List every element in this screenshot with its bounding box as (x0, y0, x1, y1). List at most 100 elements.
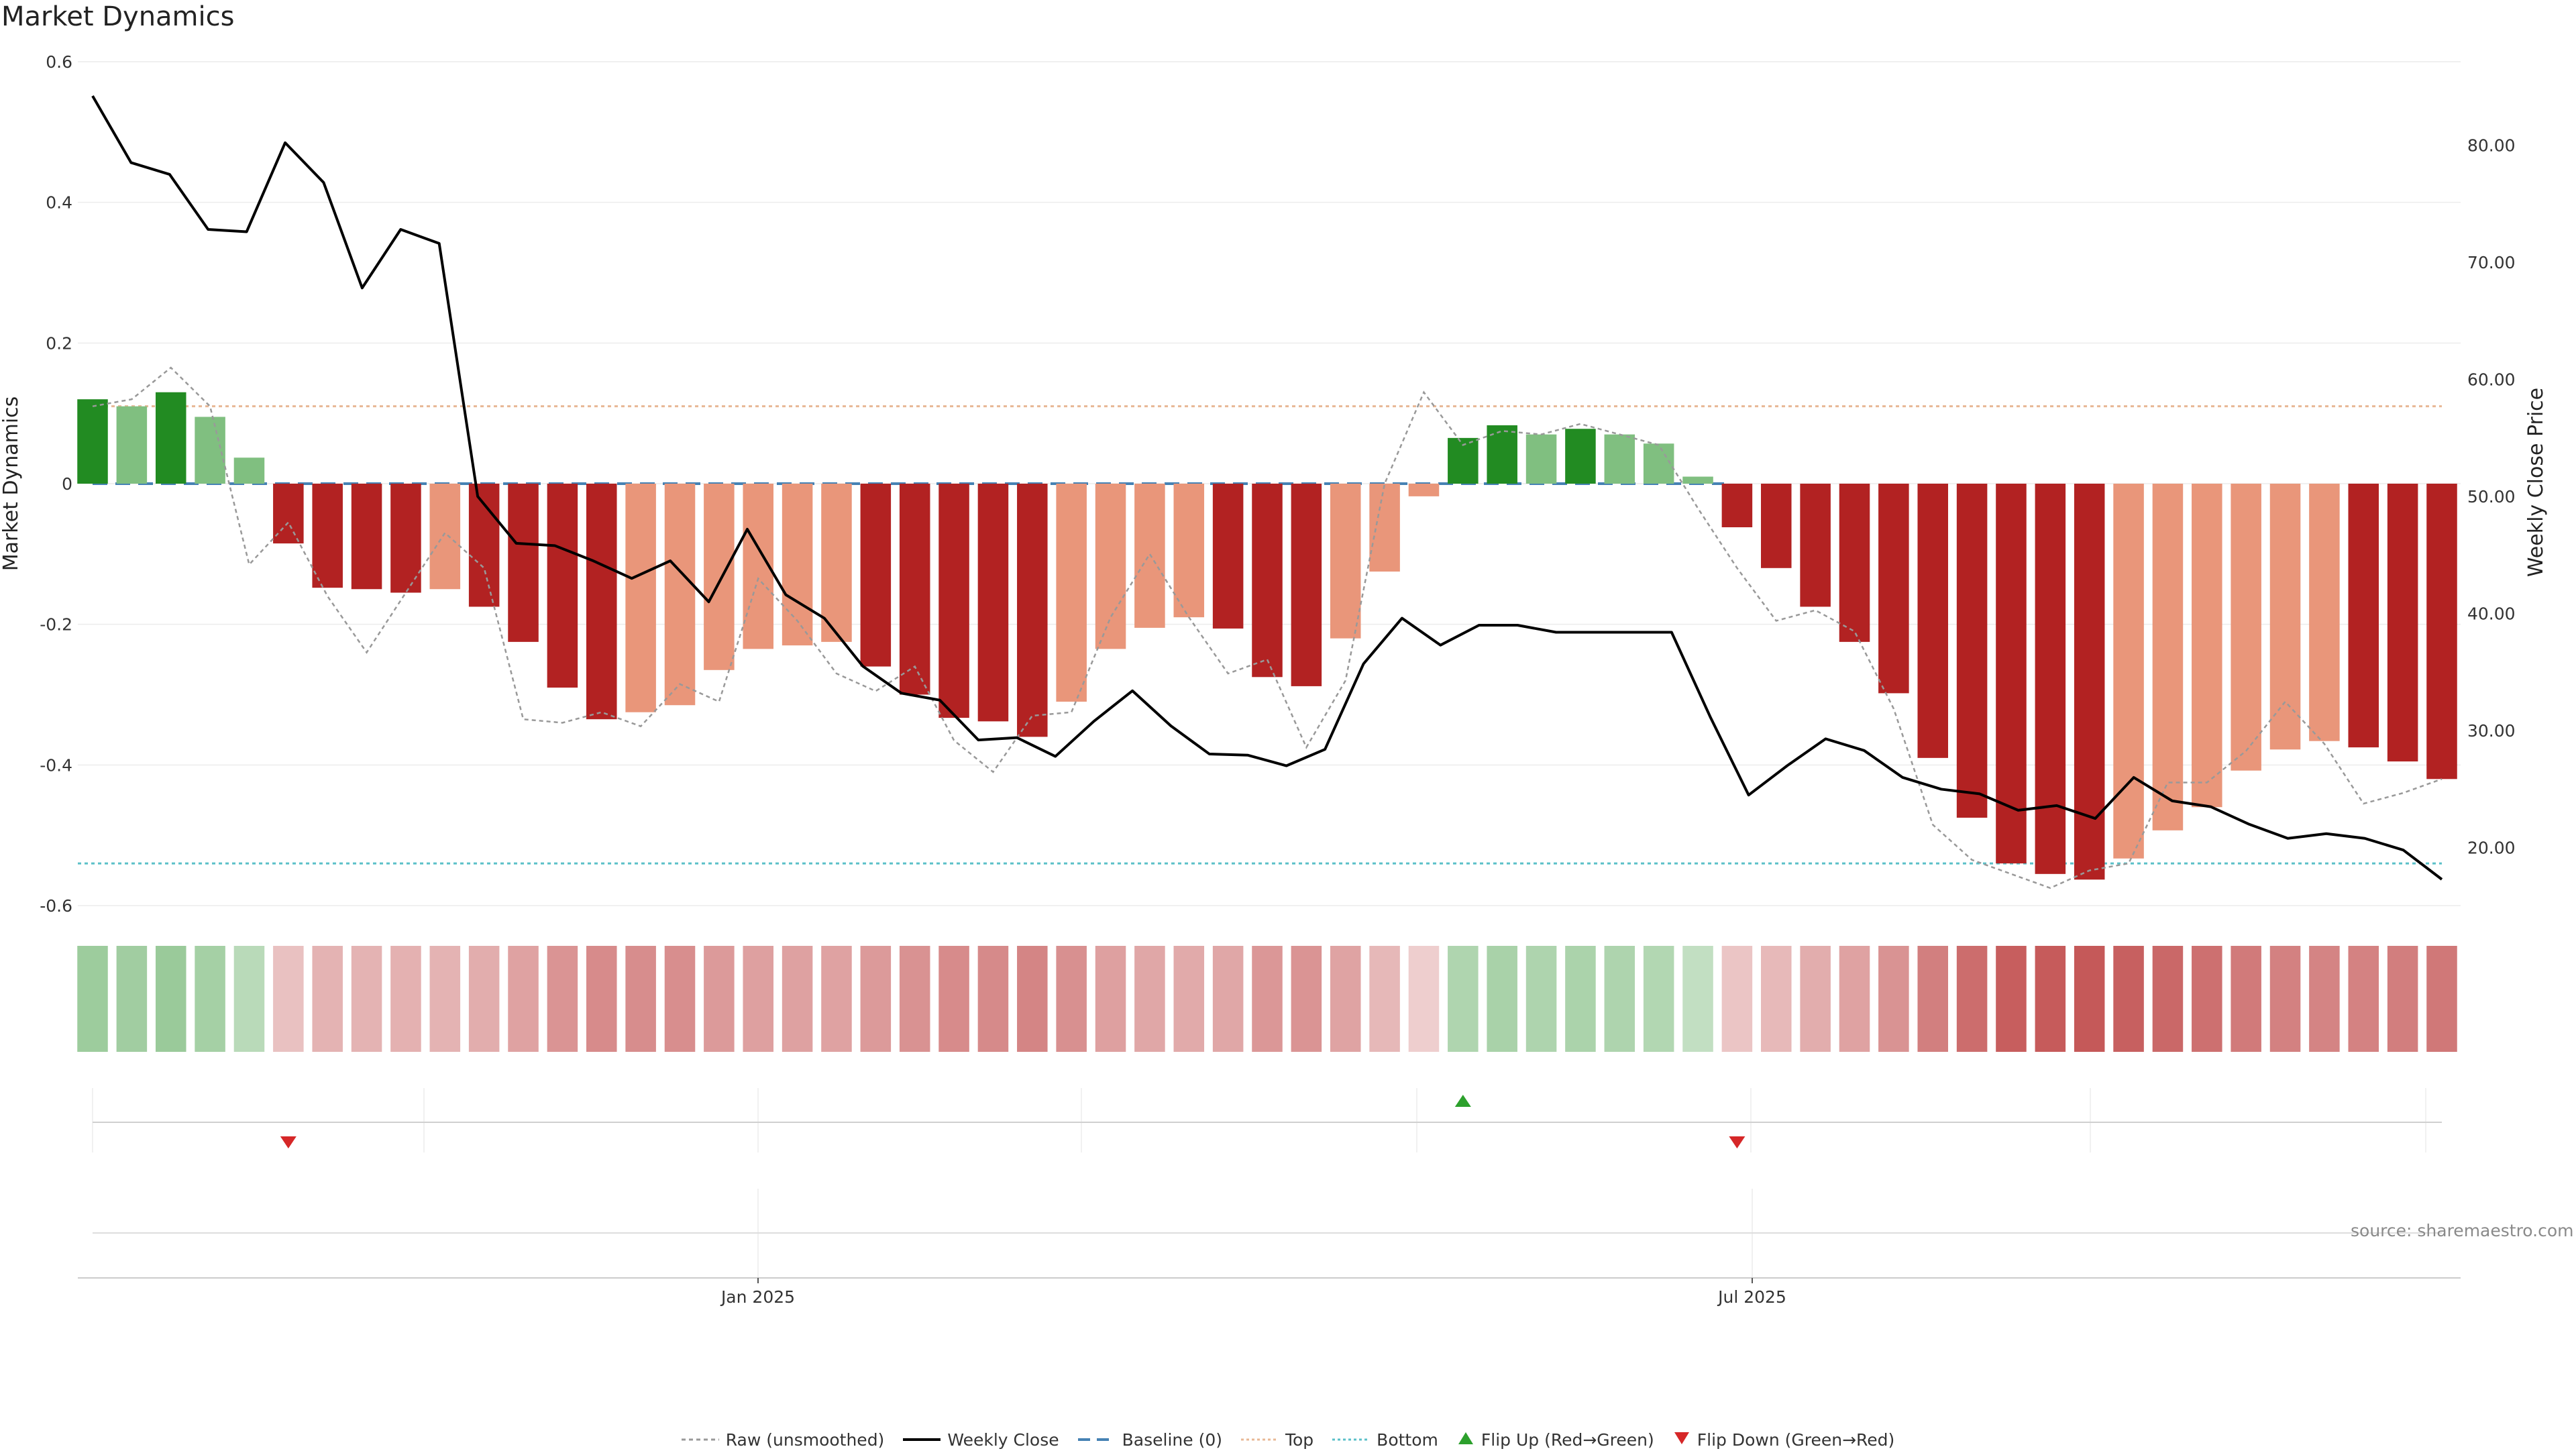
flip-down-triangle-icon (1673, 1430, 1690, 1450)
y2-tick-label: 30.00 (2467, 721, 2516, 741)
bar (1095, 484, 1126, 649)
heat-cell (1800, 946, 1831, 1052)
bar (2035, 484, 2066, 874)
bar (704, 484, 735, 670)
bar (1761, 484, 1792, 568)
bar-series (77, 392, 2457, 880)
bar (586, 484, 617, 720)
y2-tick-label: 20.00 (2467, 839, 2516, 858)
raw-series (92, 366, 2443, 890)
legend-label-weekly-close: Weekly Close (947, 1430, 1059, 1450)
heat-cell (1721, 946, 1753, 1052)
bar (1056, 484, 1087, 702)
y2-tick-label: 50.00 (2467, 487, 2516, 506)
bar (155, 392, 186, 484)
legend-label-top: Top (1285, 1430, 1314, 1450)
bar (1643, 443, 1674, 484)
bar (1800, 484, 1831, 607)
heat-cell (1761, 946, 1792, 1052)
bar (547, 484, 578, 688)
bar (1525, 434, 1557, 484)
bar (195, 417, 225, 484)
legend-label-flip-down: Flip Down (Green→Red) (1697, 1430, 1895, 1450)
heat-cell (195, 946, 225, 1052)
heat-cell (2192, 946, 2222, 1052)
bar (1134, 484, 1165, 628)
heat-cell (1134, 946, 1165, 1052)
bar (1408, 484, 1440, 496)
heat-cell (1643, 946, 1674, 1052)
heat-cell (1291, 946, 1322, 1052)
heat-cell (1487, 946, 1517, 1052)
legend-label-bottom: Bottom (1377, 1430, 1438, 1450)
bar (2113, 484, 2144, 859)
heat-cell (1565, 946, 1596, 1052)
bar (2231, 484, 2261, 771)
raw-swatch-icon (681, 1436, 719, 1443)
y-tick-label: -0.6 (40, 896, 72, 916)
bar (1173, 484, 1205, 618)
source-credit: source: sharemaestro.com (2351, 1221, 2574, 1240)
heat-cell (704, 946, 735, 1052)
axes: 0.6 0.4 0.2 0 -0.2 -0.4 -0.6 80.00 70.00 60.00 50.… (0, 52, 2548, 1307)
heat-cell (2387, 946, 2418, 1052)
bar (1565, 429, 1596, 484)
flip-panel (78, 1088, 2461, 1279)
heat-cell (2231, 946, 2261, 1052)
heat-cell (977, 946, 1009, 1052)
y-tick-label: 0 (62, 474, 72, 494)
heat-cell (625, 946, 656, 1052)
legend-item-baseline: Baseline (0) (1077, 1430, 1222, 1450)
heat-cell (155, 946, 186, 1052)
bar (1604, 434, 1635, 484)
heat-cell (2113, 946, 2144, 1052)
heat-cell (2269, 946, 2301, 1052)
heat-cell (664, 946, 696, 1052)
bar (782, 484, 813, 646)
heat-cell (1095, 946, 1126, 1052)
chart-title: Market Dynamics (1, 1, 235, 32)
bar (77, 399, 108, 484)
bar (977, 484, 1009, 722)
bar (1252, 484, 1283, 678)
heat-cell (468, 946, 500, 1052)
bar (2152, 484, 2184, 830)
bar (821, 484, 852, 642)
legend-label-raw: Raw (unsmoothed) (725, 1430, 885, 1450)
bar (2074, 484, 2105, 880)
bar (2309, 484, 2340, 741)
heat-cell (743, 946, 773, 1052)
bar (2426, 484, 2457, 779)
heat-cell (1252, 946, 1283, 1052)
bottom-swatch-icon (1332, 1436, 1371, 1443)
bar (1878, 484, 1909, 694)
y-tick-label: 0.2 (46, 333, 72, 353)
y2-tick-label: 70.00 (2467, 253, 2516, 272)
heat-cell (2348, 946, 2379, 1052)
heat-cell (77, 946, 108, 1052)
heat-cell (1996, 946, 2027, 1052)
bar (2192, 484, 2222, 808)
heat-cell (821, 946, 852, 1052)
y-tick-label: 0.4 (46, 193, 72, 213)
x-tick-label: Jul 2025 (1717, 1287, 1786, 1307)
legend-item-flip-down: Flip Down (Green→Red) (1673, 1430, 1895, 1450)
legend-item-raw: Raw (unsmoothed) (681, 1430, 885, 1450)
y-tick-label: 0.6 (46, 52, 72, 72)
bar (1996, 484, 2027, 864)
flip-up-marker (1454, 1095, 1471, 1107)
raw-line (92, 366, 2443, 890)
heat-cell (390, 946, 421, 1052)
heat-cell (351, 946, 382, 1052)
heat-cell (1017, 946, 1048, 1052)
heat-cell (2309, 946, 2340, 1052)
bar (1017, 484, 1048, 737)
bar (938, 484, 969, 718)
bar (1291, 484, 1322, 686)
legend-item-flip-up: Flip Up (Red→Green) (1457, 1430, 1654, 1450)
legend-label-flip-up: Flip Up (Red→Green) (1481, 1430, 1654, 1450)
heat-cell (273, 946, 304, 1052)
weekly-close-swatch-icon (903, 1436, 941, 1443)
bar (1682, 476, 1713, 484)
